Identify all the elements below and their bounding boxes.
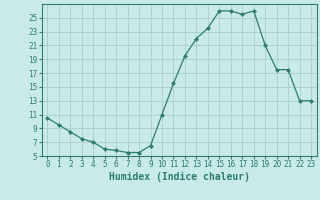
X-axis label: Humidex (Indice chaleur): Humidex (Indice chaleur) xyxy=(109,172,250,182)
